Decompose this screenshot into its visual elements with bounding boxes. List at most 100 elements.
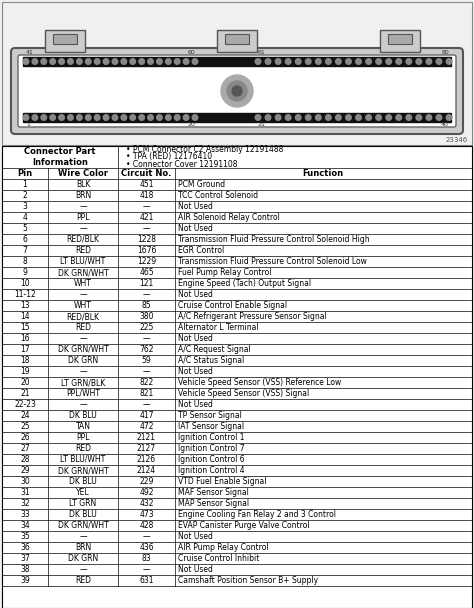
Circle shape [366,59,371,64]
Circle shape [356,59,361,64]
Circle shape [386,115,392,120]
Text: Cruise Control Enable Signal: Cruise Control Enable Signal [178,301,287,310]
Text: A/C Request Signal: A/C Request Signal [178,345,251,354]
Circle shape [265,59,271,64]
Text: 17: 17 [20,345,30,354]
Circle shape [103,59,109,64]
Text: 6: 6 [23,235,27,244]
Text: 432: 432 [139,499,154,508]
Circle shape [326,59,331,64]
Text: 29: 29 [20,466,30,475]
Circle shape [112,115,118,120]
Text: 30: 30 [20,477,30,486]
Text: 27: 27 [20,444,30,453]
Bar [23,113,451,122]
Text: 85: 85 [142,301,151,310]
Text: —: — [143,202,150,211]
Circle shape [376,59,382,64]
Circle shape [346,59,351,64]
Text: 631: 631 [139,576,154,585]
Circle shape [32,59,38,64]
Text: LT BLU/WHT: LT BLU/WHT [60,455,106,464]
Text: Not Used: Not Used [178,290,213,299]
Text: Transmission Fluid Pressure Control Solenoid Low: Transmission Fluid Pressure Control Sole… [178,257,367,266]
Text: 41: 41 [26,50,34,55]
Circle shape [295,115,301,120]
Text: DK GRN/WHT: DK GRN/WHT [58,345,109,354]
Circle shape [59,115,64,120]
Text: 418: 418 [139,191,154,200]
Circle shape [121,115,127,120]
Text: Not Used: Not Used [178,400,213,409]
Bar [217,30,257,52]
Text: 26: 26 [20,433,30,442]
Text: Ignition Control 4: Ignition Control 4 [178,466,245,475]
Text: 7: 7 [23,246,27,255]
Text: —: — [143,565,150,574]
Circle shape [148,115,153,120]
Text: 1228: 1228 [137,235,156,244]
Circle shape [156,115,162,120]
Circle shape [94,115,100,120]
Text: Engine Cooling Fan Relay 2 and 3 Control: Engine Cooling Fan Relay 2 and 3 Control [178,510,336,519]
Text: 40: 40 [441,122,449,128]
Text: 32: 32 [20,499,30,508]
Bar [380,30,420,52]
Text: VTD Fuel Enable Signal: VTD Fuel Enable Signal [178,477,266,486]
Text: DK BLU: DK BLU [69,411,97,420]
Text: Ignition Control 7: Ignition Control 7 [178,444,245,453]
Text: 10: 10 [20,279,30,288]
Circle shape [139,59,145,64]
Text: MAF Sensor Signal: MAF Sensor Signal [178,488,249,497]
Text: 22-23: 22-23 [14,400,36,409]
Text: 36: 36 [20,543,30,552]
Circle shape [436,115,442,120]
Text: Not Used: Not Used [178,202,213,211]
Circle shape [221,75,253,107]
Text: PPL: PPL [76,433,90,442]
Text: 19: 19 [20,367,30,376]
Text: DK GRN: DK GRN [68,554,98,563]
Text: 1676: 1676 [137,246,156,255]
Circle shape [139,115,145,120]
Text: 25: 25 [20,422,30,431]
FancyBboxPatch shape [18,55,456,127]
Text: 13: 13 [20,301,30,310]
Text: 2126: 2126 [137,455,156,464]
Circle shape [285,115,291,120]
Text: —: — [143,224,150,233]
Text: —: — [79,565,87,574]
Circle shape [50,115,55,120]
Text: 4: 4 [23,213,27,222]
Text: • Connector Cover 12191108: • Connector Cover 12191108 [126,161,237,170]
Text: —: — [143,400,150,409]
Circle shape [156,59,162,64]
Text: 34: 34 [20,521,30,530]
Text: RED: RED [75,576,91,585]
Text: RED: RED [75,444,91,453]
Text: A/C Status Signal: A/C Status Signal [178,356,244,365]
Circle shape [416,59,422,64]
Circle shape [165,115,171,120]
Text: BRN: BRN [75,191,91,200]
Text: DK BLU: DK BLU [69,477,97,486]
Text: • PCM Connector C2 Assembly 12191488: • PCM Connector C2 Assembly 12191488 [126,145,283,154]
Text: EVAP Canister Purge Valve Control: EVAP Canister Purge Valve Control [178,521,310,530]
Circle shape [68,115,73,120]
Text: Vehicle Speed Sensor (VSS) Signal: Vehicle Speed Sensor (VSS) Signal [178,389,309,398]
Circle shape [426,115,432,120]
Circle shape [32,115,38,120]
Text: Ignition Control 1: Ignition Control 1 [178,433,245,442]
Text: —: — [79,334,87,343]
Circle shape [50,59,55,64]
Text: 3: 3 [23,202,27,211]
Text: —: — [143,367,150,376]
Text: 492: 492 [139,488,154,497]
Text: RED/BLK: RED/BLK [66,312,100,321]
Text: 8: 8 [23,257,27,266]
Circle shape [148,59,153,64]
Circle shape [130,59,136,64]
Text: —: — [79,532,87,541]
Bar [388,34,412,44]
Text: RED: RED [75,323,91,332]
